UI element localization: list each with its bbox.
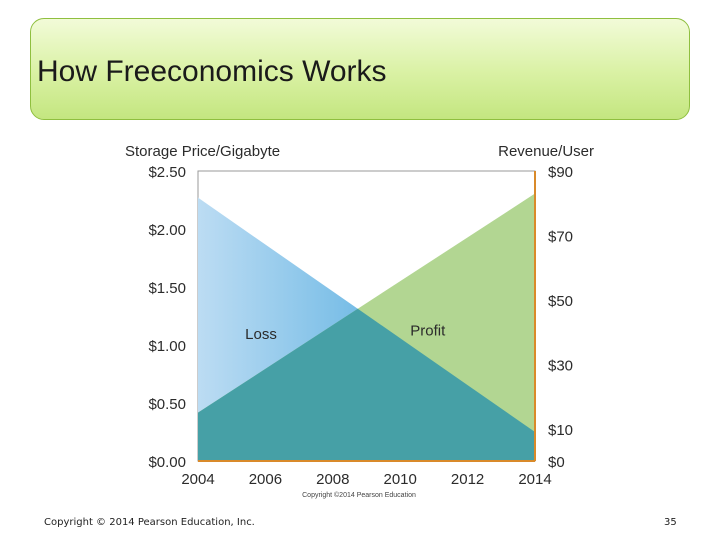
x-tick-label: 2014 [518,471,551,488]
chart-copyright-note: Copyright ©2014 Pearson Education [302,491,416,499]
right-tick-label: $90 [548,164,573,181]
left-tick-label: $2.50 [148,164,186,181]
left-tick-label: $0.00 [148,454,186,471]
left-tick-label: $0.50 [148,396,186,413]
left-tick-label: $1.50 [148,280,186,297]
left-axis-title: Storage Price/Gigabyte [125,143,280,160]
x-tick-label: 2006 [249,471,282,488]
right-tick-label: $50 [548,293,573,310]
page-number: 35 [664,517,677,528]
profit-label: Profit [410,323,446,340]
slide-title: How Freeconomics Works [37,55,387,88]
x-tick-label: 2010 [384,471,417,488]
right-tick-label: $0 [548,454,565,471]
x-tick-label: 2008 [316,471,349,488]
right-axis-title: Revenue/User [498,143,594,160]
x-tick-label: 2004 [181,471,214,488]
footer-copyright: Copyright © 2014 Pearson Education, Inc. [44,517,255,528]
right-tick-label: $10 [548,422,573,439]
x-tick-label: 2012 [451,471,484,488]
title-banner: How Freeconomics Works [30,18,690,120]
overlap-area [198,308,535,461]
left-tick-label: $1.00 [148,338,186,355]
right-tick-label: $30 [548,357,573,374]
loss-label: Loss [245,326,277,343]
right-tick-label: $70 [548,228,573,245]
left-tick-label: $2.00 [148,222,186,239]
